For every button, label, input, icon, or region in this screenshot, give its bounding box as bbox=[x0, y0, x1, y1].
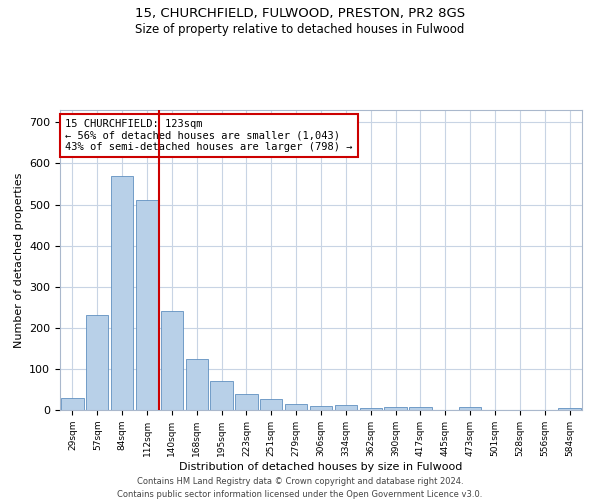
Bar bbox=[285, 404, 307, 410]
Bar bbox=[61, 398, 83, 410]
Bar bbox=[459, 407, 481, 410]
Bar bbox=[235, 394, 257, 410]
Bar bbox=[161, 312, 183, 410]
Bar bbox=[185, 358, 208, 410]
Bar bbox=[359, 408, 382, 410]
Y-axis label: Number of detached properties: Number of detached properties bbox=[14, 172, 23, 348]
Bar bbox=[385, 407, 407, 410]
Bar bbox=[111, 176, 133, 410]
Bar bbox=[409, 407, 431, 410]
Text: Size of property relative to detached houses in Fulwood: Size of property relative to detached ho… bbox=[136, 22, 464, 36]
Bar bbox=[559, 408, 581, 410]
Text: 15 CHURCHFIELD: 123sqm
← 56% of detached houses are smaller (1,043)
43% of semi-: 15 CHURCHFIELD: 123sqm ← 56% of detached… bbox=[65, 119, 353, 152]
Bar bbox=[136, 200, 158, 410]
Bar bbox=[86, 316, 109, 410]
X-axis label: Distribution of detached houses by size in Fulwood: Distribution of detached houses by size … bbox=[179, 462, 463, 471]
Bar bbox=[211, 381, 233, 410]
Bar bbox=[260, 399, 283, 410]
Bar bbox=[335, 405, 357, 410]
Bar bbox=[310, 406, 332, 410]
Text: Contains HM Land Registry data © Crown copyright and database right 2024.: Contains HM Land Registry data © Crown c… bbox=[137, 478, 463, 486]
Text: 15, CHURCHFIELD, FULWOOD, PRESTON, PR2 8GS: 15, CHURCHFIELD, FULWOOD, PRESTON, PR2 8… bbox=[135, 8, 465, 20]
Text: Contains public sector information licensed under the Open Government Licence v3: Contains public sector information licen… bbox=[118, 490, 482, 499]
